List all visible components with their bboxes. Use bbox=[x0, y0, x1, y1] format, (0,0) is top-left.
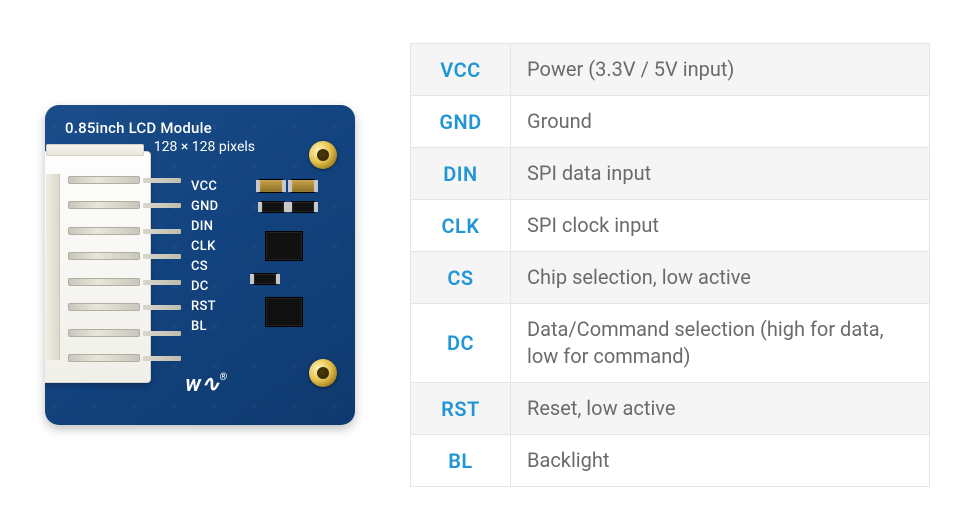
pcb-subtitle: 128 × 128 pixels bbox=[154, 139, 255, 155]
silk-pin: RST bbox=[191, 297, 218, 317]
silk-pin: DC bbox=[191, 277, 218, 297]
pin-description: Chip selection, low active bbox=[511, 252, 930, 304]
silk-pin: BL bbox=[191, 317, 218, 337]
waveshare-logo-icon: w∿® bbox=[185, 372, 227, 397]
table-row: CLKSPI clock input bbox=[411, 200, 930, 252]
table-row: DINSPI data input bbox=[411, 148, 930, 200]
module-photo: 0.85inch LCD Module 128 × 128 pixels VCC… bbox=[30, 105, 370, 425]
standoff-top-right bbox=[309, 141, 337, 169]
pin-name: CS bbox=[411, 252, 511, 304]
silk-pin: DIN bbox=[191, 217, 218, 237]
pin-description: Backlight bbox=[511, 435, 930, 487]
pin-description: Ground bbox=[511, 96, 930, 148]
pcb-board: 0.85inch LCD Module 128 × 128 pixels VCC… bbox=[45, 105, 355, 425]
smd-res bbox=[291, 201, 315, 213]
table-row: RSTReset, low active bbox=[411, 383, 930, 435]
pin-name: DIN bbox=[411, 148, 511, 200]
pin-name: BL bbox=[411, 435, 511, 487]
table-row: GNDGround bbox=[411, 96, 930, 148]
table-row: BLBacklight bbox=[411, 435, 930, 487]
table-row: CSChip selection, low active bbox=[411, 252, 930, 304]
silk-pin: CS bbox=[191, 257, 218, 277]
table-row: DCData/Command selection (high for data,… bbox=[411, 304, 930, 383]
smd-cap bbox=[291, 179, 315, 193]
table-row: VCCPower (3.3V / 5V input) bbox=[411, 44, 930, 96]
pin-name: GND bbox=[411, 96, 511, 148]
silk-pin: CLK bbox=[191, 237, 218, 257]
pin-name: VCC bbox=[411, 44, 511, 96]
smd-res bbox=[253, 273, 277, 285]
smd-res bbox=[261, 201, 285, 213]
fpc-connector bbox=[45, 151, 151, 383]
smd-ic bbox=[265, 297, 303, 327]
pcb-title: 0.85inch LCD Module bbox=[65, 119, 212, 137]
pin-description: Reset, low active bbox=[511, 383, 930, 435]
smd-cap bbox=[259, 179, 283, 193]
pin-name: DC bbox=[411, 304, 511, 383]
pin-description: Data/Command selection (high for data, l… bbox=[511, 304, 930, 383]
pinout-table-body: VCCPower (3.3V / 5V input)GNDGroundDINSP… bbox=[411, 44, 930, 487]
silk-pin: VCC bbox=[191, 177, 218, 197]
silk-pin: GND bbox=[191, 197, 218, 217]
pinout-table: VCCPower (3.3V / 5V input)GNDGroundDINSP… bbox=[410, 43, 930, 487]
pin-description: SPI data input bbox=[511, 148, 930, 200]
pin-description: Power (3.3V / 5V input) bbox=[511, 44, 930, 96]
smd-ic bbox=[265, 231, 303, 261]
pin-description: SPI clock input bbox=[511, 200, 930, 252]
silkscreen-pin-labels: VCC GND DIN CLK CS DC RST BL bbox=[191, 177, 218, 337]
pin-name: CLK bbox=[411, 200, 511, 252]
pin-name: RST bbox=[411, 383, 511, 435]
standoff-bottom-right bbox=[309, 359, 337, 387]
